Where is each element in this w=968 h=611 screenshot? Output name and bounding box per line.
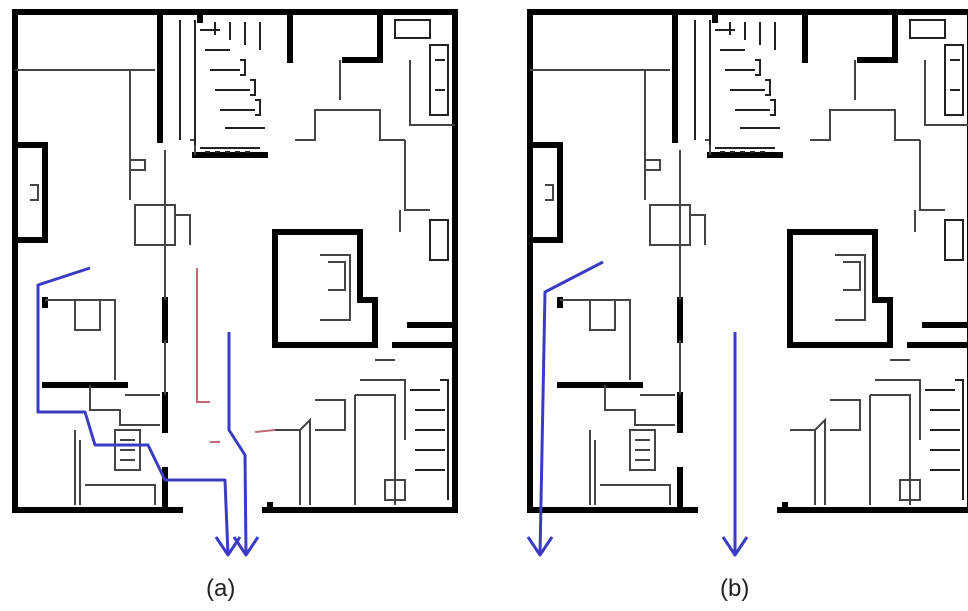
panel-a-evacuation-path-left [36, 266, 242, 557]
panel-a-evacuation-path-right [227, 332, 260, 557]
panel-b-evacuation-path-left [526, 260, 604, 557]
panel-a-constraint-lines [196, 268, 276, 443]
panel-b-label: (b) [720, 575, 750, 602]
panel-a-label: (a) [206, 575, 236, 602]
panel-a [15, 12, 455, 557]
panel-b-evacuation-path-right [721, 332, 749, 557]
panel-b [526, 12, 968, 557]
